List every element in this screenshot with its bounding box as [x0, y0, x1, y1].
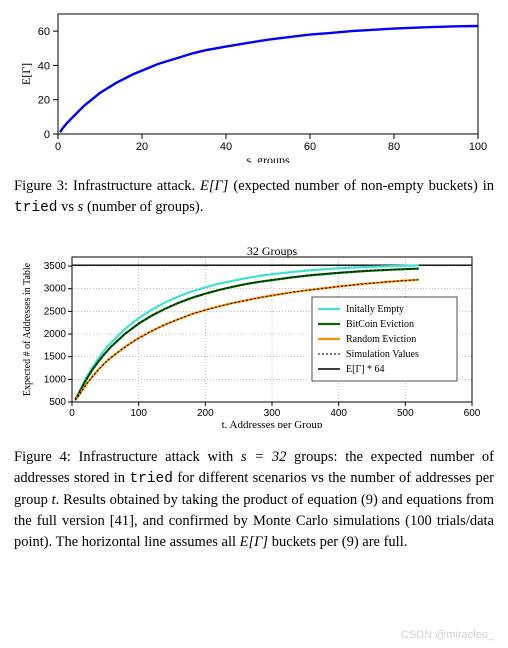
svg-text:2500: 2500: [44, 306, 67, 317]
figure4-caption: Figure 4: Infrastructure attack with s =…: [14, 447, 494, 553]
svg-text:60: 60: [38, 26, 50, 38]
svg-text:500: 500: [397, 408, 414, 419]
fig4-cap-suffix: buckets per (9) are full.: [268, 534, 407, 550]
svg-text:s, groups: s, groups: [246, 153, 290, 163]
figure4-svg: 0 100 200 300 400 500 600 500 1000 1500 2000 2500 30…: [14, 243, 494, 428]
fig3-cap-eg: E[Γ]: [200, 178, 228, 194]
figure3-caption: Figure 3: Infrastructure attack. E[Γ] (e…: [14, 176, 494, 219]
svg-text:300: 300: [264, 408, 281, 419]
svg-text:Initally Empty: Initally Empty: [346, 304, 404, 315]
fig3-cap-mid2: vs: [58, 199, 78, 215]
svg-text:0: 0: [69, 408, 75, 419]
svg-text:100: 100: [469, 141, 487, 153]
svg-text:80: 80: [388, 141, 400, 153]
svg-text:BitCoin Eviction: BitCoin Eviction: [346, 319, 414, 330]
fig3-cap-suffix: (number of groups).: [83, 199, 203, 215]
svg-text:32 Groups: 32 Groups: [247, 244, 298, 258]
figure4-chart: 0 100 200 300 400 500 600 500 1000 1500 2000 2500 30…: [14, 243, 494, 435]
svg-text:3500: 3500: [44, 261, 67, 272]
svg-text:20: 20: [38, 95, 50, 107]
svg-text:Random Eviction: Random Eviction: [346, 334, 416, 345]
svg-text:0: 0: [44, 129, 50, 141]
figure3-svg: 0 20 40 60 80 100 0 20 40 60 s, groups E[Γ]: [14, 8, 494, 163]
svg-text:E[Γ] * 64: E[Γ] * 64: [346, 364, 385, 375]
fig3-cap-mid1: (expected number of non-empty buckets) i…: [228, 178, 494, 194]
fig4-cap-prefix: Figure 4: Infrastructure attack with: [14, 449, 241, 465]
watermark: CSDN @miracleo_: [401, 628, 494, 644]
fig4-cap-tried: tried: [129, 471, 173, 487]
svg-text:600: 600: [464, 408, 481, 419]
fig3-cap-prefix: Figure 3: Infrastructure attack.: [14, 178, 200, 194]
svg-text:Simulation Values: Simulation Values: [346, 349, 419, 360]
svg-text:40: 40: [220, 141, 232, 153]
fig3-cap-tried: tried: [14, 200, 58, 216]
svg-text:20: 20: [136, 141, 148, 153]
figure3-chart: 0 20 40 60 80 100 0 20 40 60 s, groups E[Γ]: [14, 8, 494, 170]
svg-text:100: 100: [130, 408, 147, 419]
fig4-cap-s32: s = 32: [241, 449, 286, 465]
svg-text:40: 40: [38, 60, 50, 72]
svg-text:60: 60: [304, 141, 316, 153]
fig4-cap-eg: E[Γ]: [240, 534, 268, 550]
svg-text:t, Addresses per Group: t, Addresses per Group: [222, 419, 323, 428]
svg-text:Expected # of Addresses in Tab: Expected # of Addresses in Table: [22, 262, 33, 396]
svg-text:400: 400: [330, 408, 347, 419]
svg-text:E[Γ]: E[Γ]: [19, 63, 33, 85]
svg-text:500: 500: [49, 397, 66, 408]
svg-text:3000: 3000: [44, 284, 67, 295]
svg-text:200: 200: [197, 408, 214, 419]
svg-text:1000: 1000: [44, 374, 67, 385]
svg-text:0: 0: [55, 141, 61, 153]
svg-text:2000: 2000: [44, 329, 67, 340]
svg-text:1500: 1500: [44, 352, 67, 363]
